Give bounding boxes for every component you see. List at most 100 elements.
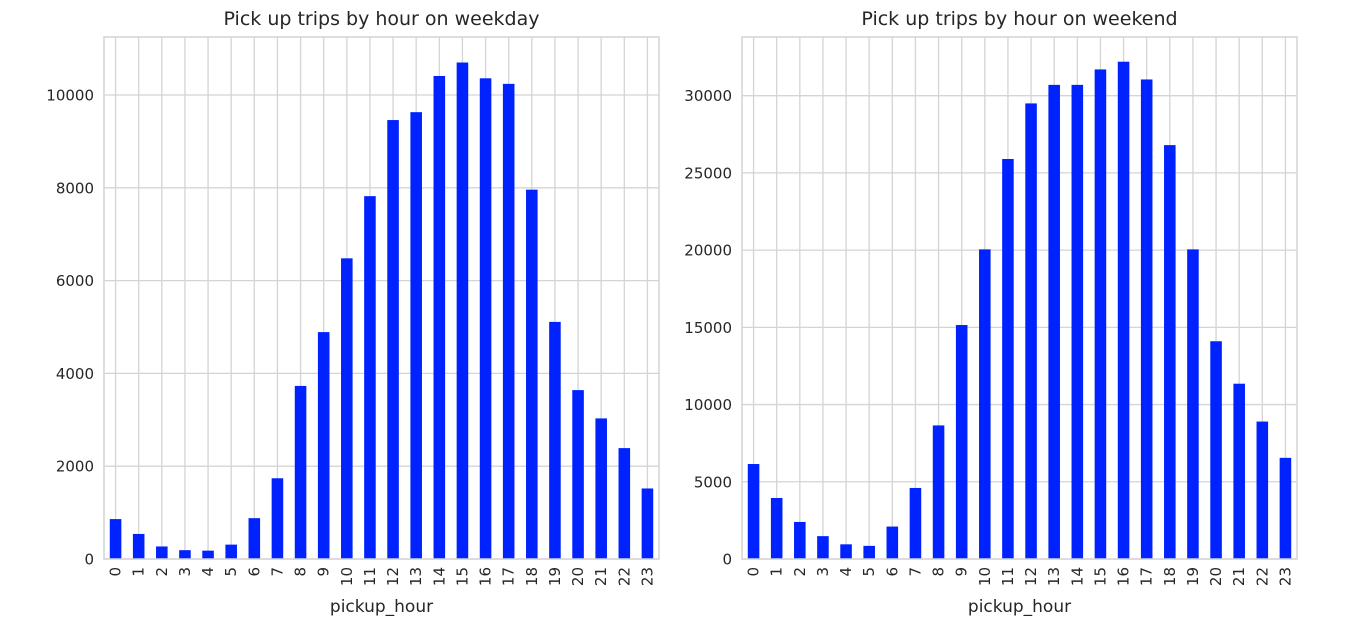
weekend-x-tick-label: 14	[1068, 567, 1086, 586]
weekday-bar-hour-11	[364, 196, 376, 560]
weekday-bar-hour-8	[294, 385, 307, 559]
weekend-y-tick-label: 5000	[694, 473, 732, 491]
weekday-bar-hour-20	[572, 390, 584, 559]
weekend-x-tick-label: 8	[930, 567, 948, 577]
weekend-bar-hour-16	[1117, 61, 1130, 560]
weekend-y-tick-label: 20000	[684, 242, 732, 260]
weekday-bar-hour-19	[549, 321, 561, 559]
weekend-x-tick-label: 18	[1161, 567, 1179, 586]
weekend-x-tick-label: 0	[745, 567, 763, 577]
weekend-bar-hour-22	[1256, 421, 1269, 559]
weekend-y-tick-label: 25000	[684, 164, 732, 182]
weekday-y-tick-label: 4000	[56, 365, 94, 383]
weekday-plot-background	[104, 37, 659, 559]
weekend-y-tick-label: 15000	[684, 319, 732, 337]
weekday-x-axis-label: pickup_hour	[330, 597, 433, 617]
weekday-bar-hour-12	[387, 120, 399, 559]
weekend-x-tick-label: 21	[1230, 567, 1248, 586]
weekday-x-tick-label: 20	[569, 567, 587, 586]
weekday-bar-hour-15	[456, 62, 469, 560]
weekday-x-tick-label: 10	[338, 567, 356, 586]
weekend-x-tick-label: 19	[1184, 567, 1202, 586]
weekend-chart-title: Pick up trips by hour on weekend	[861, 8, 1177, 30]
weekday-bar-hour-2	[156, 546, 168, 559]
weekday-x-tick-label: 19	[546, 567, 564, 586]
weekday-x-tick-label: 16	[477, 567, 495, 586]
weekday-y-tick-label: 8000	[56, 179, 94, 197]
weekend-y-tick-label: 0	[722, 551, 732, 569]
weekend-x-tick-label: 23	[1276, 567, 1294, 586]
weekday-bar-hour-5	[225, 544, 237, 559]
weekend-x-tick-label: 7	[906, 567, 924, 577]
weekday-x-tick-label: 14	[430, 567, 448, 586]
weekday-bar-hour-10	[341, 258, 353, 559]
weekend-bar-hour-6	[886, 526, 899, 559]
weekday-bar-hour-18	[526, 189, 538, 559]
weekday-bar-hour-16	[479, 78, 492, 560]
weekday-x-tick-label: 23	[638, 567, 656, 586]
weekend-bar-hour-13	[1048, 84, 1060, 560]
weekday-bar-hour-21	[595, 418, 607, 559]
weekday-bar-hour-1	[132, 533, 145, 559]
weekend-x-tick-label: 20	[1207, 567, 1225, 586]
weekend-bar-hour-15	[1094, 69, 1107, 560]
weekday-x-tick-label: 5	[222, 567, 240, 577]
weekend-x-tick-label: 1	[768, 567, 786, 577]
weekend-plot-frame	[741, 36, 1298, 560]
weekday-x-tick-label: 3	[176, 567, 194, 577]
weekend-x-tick-label: 11	[999, 567, 1017, 586]
weekend-x-tick-label: 3	[814, 567, 832, 577]
weekday-x-tick-label: 9	[315, 567, 333, 577]
weekday-bar-hour-23	[641, 488, 654, 559]
weekday-chart-title: Pick up trips by hour on weekday	[224, 8, 540, 30]
weekday-bar-hour-3	[179, 550, 191, 559]
weekend-bar-hour-21	[1233, 383, 1245, 559]
weekend-bar-hour-14	[1071, 84, 1084, 560]
weekday-x-tick-label: 21	[592, 567, 610, 586]
weekend-bar-hour-5	[863, 545, 875, 559]
weekend-x-tick-label: 13	[1045, 567, 1063, 586]
weekend-x-tick-label: 10	[976, 567, 994, 586]
weekend-x-tick-label: 22	[1253, 567, 1271, 586]
weekend-x-tick-label: 6	[883, 567, 901, 577]
weekday-bar-hour-9	[317, 332, 330, 559]
weekday-bar-hour-22	[618, 448, 631, 559]
weekend-plot-background	[742, 37, 1297, 559]
weekday-bar-hour-13	[410, 112, 422, 559]
weekday-x-tick-label: 18	[523, 567, 541, 586]
weekday-x-tick-label: 6	[245, 567, 263, 577]
weekend-bar-hour-9	[955, 325, 968, 559]
weekday-x-tick-label: 2	[153, 567, 171, 577]
weekday-y-tick-label: 10000	[46, 87, 94, 105]
weekend-x-tick-label: 15	[1091, 567, 1109, 586]
weekday-plot-frame	[103, 36, 660, 560]
weekday-x-tick-label: 17	[500, 567, 518, 586]
weekday-bar-hour-7	[271, 478, 284, 559]
weekend-bar-hour-18	[1164, 145, 1176, 559]
weekday-x-tick-label: 7	[268, 567, 286, 577]
weekend-bar-hour-20	[1210, 341, 1222, 559]
weekday-x-tick-label: 13	[407, 567, 425, 586]
weekend-bar-hour-3	[817, 536, 829, 559]
weekend-bar-hour-23	[1279, 457, 1292, 559]
weekend-bar-hour-2	[794, 521, 806, 559]
weekend-bar-hour-17	[1140, 79, 1153, 560]
weekday-x-tick-label: 8	[292, 567, 310, 577]
weekend-bar-hour-8	[932, 425, 945, 559]
weekday-bar-hour-0	[109, 519, 122, 559]
weekend-x-tick-label: 5	[860, 567, 878, 577]
weekend-x-tick-label: 16	[1115, 567, 1133, 586]
weekday-x-tick-label: 4	[199, 567, 217, 577]
weekday-bar-hour-14	[433, 75, 446, 559]
weekday-y-tick-label: 0	[84, 551, 94, 569]
weekday-y-tick-label: 2000	[56, 458, 94, 476]
weekend-bar-hour-4	[840, 544, 852, 559]
weekday-x-tick-label: 11	[361, 567, 379, 586]
weekend-y-tick-label: 30000	[684, 87, 732, 105]
weekend-bar-hour-1	[770, 497, 783, 559]
